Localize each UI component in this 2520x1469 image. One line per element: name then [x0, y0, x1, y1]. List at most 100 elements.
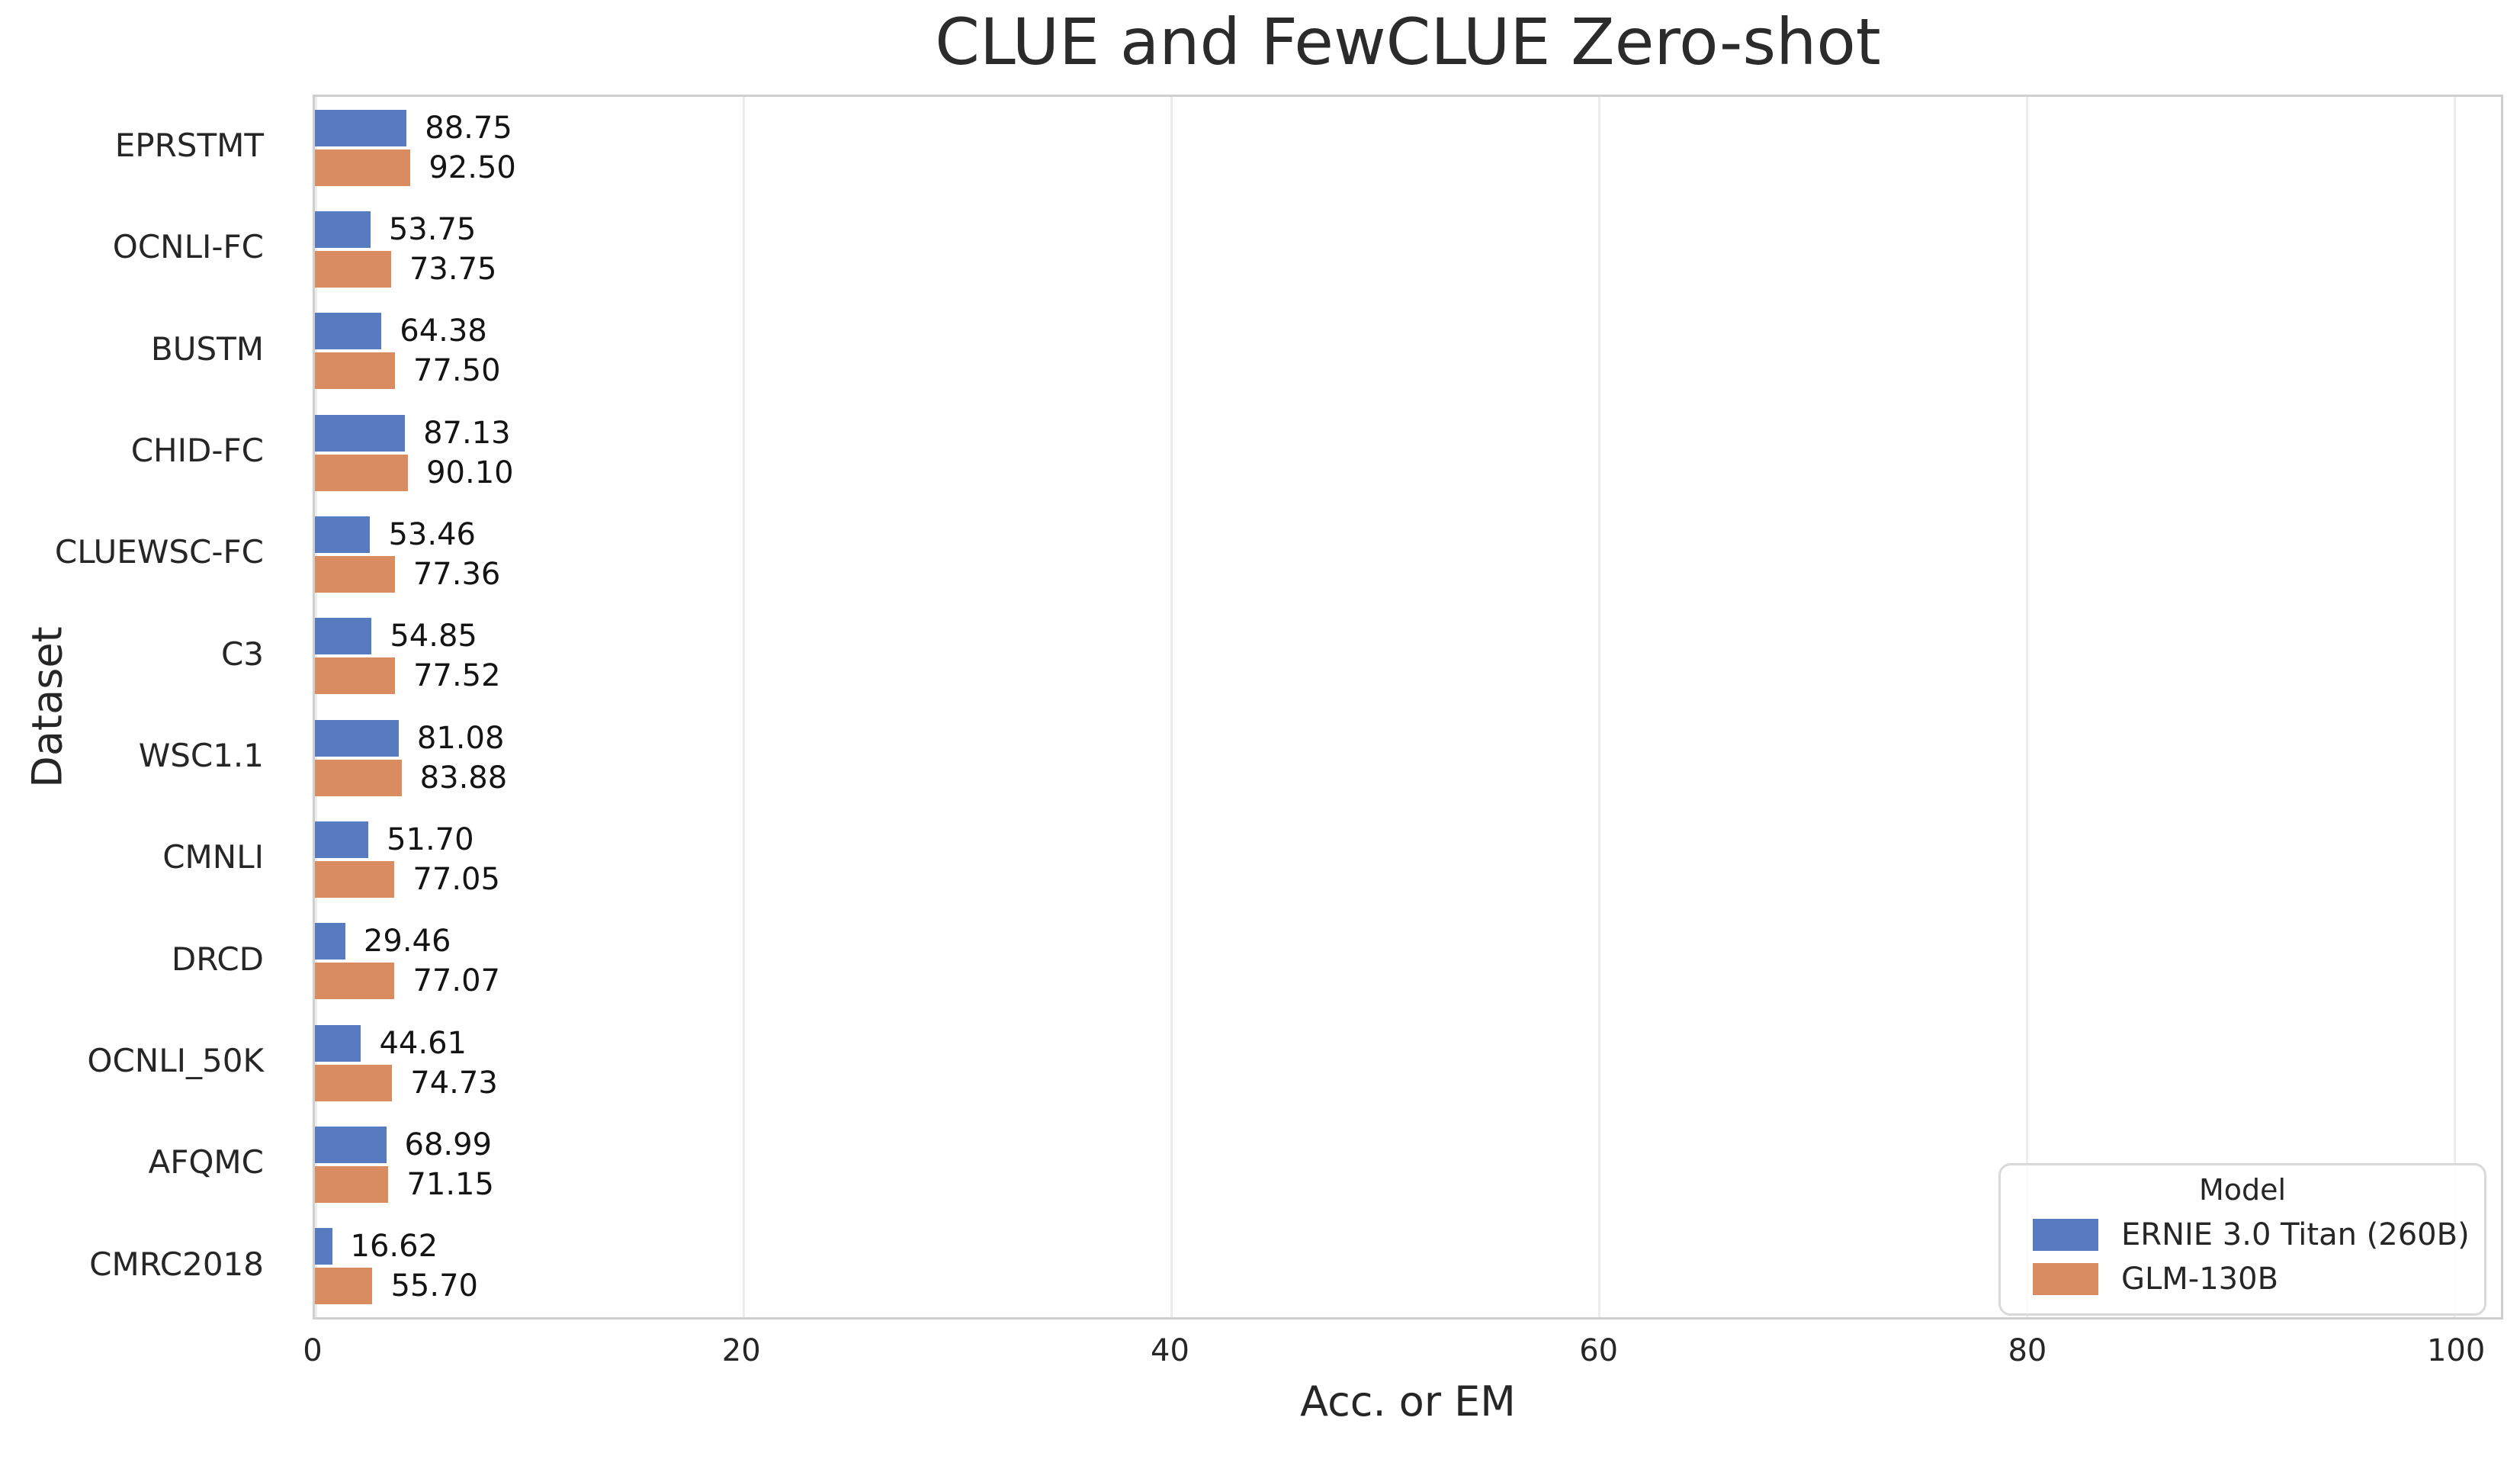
bar-row-afqmc-glm: 71.15	[315, 1166, 494, 1203]
bar-cluewsc-fc-glm	[315, 556, 395, 593]
bar-row-cmnli-ernie: 51.70	[315, 821, 474, 858]
bar-bustm-glm	[315, 352, 396, 390]
bar-row-wsc1.1-glm: 83.88	[315, 759, 507, 796]
x-tick-label-0: 0	[303, 1333, 323, 1368]
bar-row-chid-fc-glm: 90.10	[315, 454, 514, 491]
bar-row-cmrc2018-ernie: 16.62	[315, 1228, 438, 1265]
bar-row-cmnli-glm: 77.05	[315, 861, 500, 898]
bar-row-chid-fc-ernie: 87.13	[315, 414, 511, 452]
bar-value-label: 29.46	[363, 924, 451, 960]
y-tick-label-ocnli_50k: OCNLI_50K	[87, 1042, 264, 1080]
bar-row-ocnli_50k-ernie: 44.61	[315, 1024, 467, 1062]
y-tick-label-afqmc: AFQMC	[148, 1143, 264, 1181]
legend-swatch-glm	[2033, 1263, 2098, 1295]
bar-value-label: 53.46	[388, 517, 476, 552]
legend-items: ERNIE 3.0 Titan (260B) GLM-130B	[2001, 1213, 2484, 1301]
x-tick-label-40: 40	[1151, 1333, 1189, 1368]
bar-ocnli-fc-glm	[315, 251, 391, 288]
bar-cluewsc-fc-ernie	[315, 516, 371, 553]
y-tick-label-cmrc2018: CMRC2018	[89, 1245, 264, 1283]
bar-wsc1.1-ernie	[315, 719, 399, 757]
bar-value-label: 71.15	[406, 1167, 494, 1202]
x-tick-label-60: 60	[1579, 1333, 1619, 1368]
gridline-x-60	[1598, 97, 1601, 1317]
bar-value-label: 44.61	[379, 1025, 467, 1061]
bar-value-label: 53.75	[388, 212, 477, 247]
bar-cmrc2018-glm	[315, 1268, 373, 1305]
gridline-x-20	[743, 97, 746, 1317]
bar-value-label: 51.70	[387, 822, 474, 857]
bar-value-label: 16.62	[350, 1229, 438, 1265]
plot-area: Model ERNIE 3.0 Titan (260B) GLM-130B 88.…	[313, 95, 2503, 1320]
bar-value-label: 74.73	[410, 1065, 498, 1101]
gridline-x-40	[1170, 97, 1173, 1317]
legend-item-label: ERNIE 3.0 Titan (260B)	[2121, 1217, 2470, 1252]
bar-row-ocnli-fc-ernie: 53.75	[315, 211, 476, 248]
bar-row-drcd-ernie: 29.46	[315, 923, 451, 960]
bar-c3-glm	[315, 657, 396, 695]
bar-eprstmt-glm	[315, 149, 411, 186]
bar-row-eprstmt-glm: 92.50	[315, 149, 516, 186]
bar-value-label: 77.07	[413, 963, 500, 999]
legend-title: Model	[2198, 1173, 2287, 1207]
gridline-x-100	[2454, 97, 2457, 1317]
y-tick-label-cmnli: CMNLI	[162, 838, 264, 876]
bar-row-bustm-ernie: 64.38	[315, 313, 487, 350]
bar-cmrc2018-ernie	[315, 1228, 332, 1265]
legend-item-glm: GLM-130B	[2001, 1257, 2484, 1301]
bar-value-label: 54.85	[390, 619, 477, 654]
bar-drcd-glm	[315, 963, 395, 1000]
x-tick-label-20: 20	[721, 1333, 761, 1368]
bar-ocnli_50k-ernie	[315, 1024, 361, 1062]
bar-row-cmrc2018-glm: 55.70	[315, 1268, 478, 1305]
bar-ocnli-fc-ernie	[315, 211, 371, 248]
legend-item-label: GLM-130B	[2121, 1262, 2279, 1297]
bar-row-wsc1.1-ernie: 81.08	[315, 719, 504, 757]
bar-cmnli-ernie	[315, 821, 369, 858]
bar-row-drcd-glm: 77.07	[315, 963, 500, 1000]
bar-value-label: 87.13	[423, 415, 511, 451]
x-axis-tick-labels: 0 20 40 60 80 100	[303, 1333, 2503, 1373]
bar-value-label: 88.75	[425, 110, 512, 146]
bar-ocnli_50k-glm	[315, 1064, 393, 1101]
bar-value-label: 81.08	[416, 720, 505, 756]
bar-value-label: 77.36	[413, 557, 501, 592]
bar-row-ocnli-fc-glm: 73.75	[315, 251, 496, 288]
bar-value-label: 83.88	[419, 760, 508, 796]
bar-value-label: 68.99	[404, 1127, 493, 1162]
y-tick-label-ocnli-fc: OCNLI-FC	[112, 228, 264, 266]
bar-drcd-ernie	[315, 923, 345, 960]
bar-row-ocnli_50k-glm: 74.73	[315, 1064, 498, 1101]
bar-value-label: 55.70	[390, 1268, 478, 1304]
bar-eprstmt-ernie	[315, 109, 407, 146]
bar-value-label: 77.05	[413, 862, 500, 897]
y-tick-label-bustm: BUSTM	[150, 329, 264, 368]
bar-wsc1.1-glm	[315, 759, 402, 796]
y-tick-label-chid-fc: CHID-FC	[130, 432, 264, 470]
bar-value-label: 77.50	[413, 353, 501, 389]
bar-row-afqmc-ernie: 68.99	[315, 1127, 492, 1163]
bar-value-label: 64.38	[400, 313, 487, 349]
x-tick-label-100: 100	[2426, 1333, 2486, 1368]
y-axis-tick-labels: EPRSTMT OCNLI-FC BUSTM CHID-FC CLUEWSC-FC C3 W…	[0, 95, 288, 1320]
chart-title: CLUE and FewCLUE Zero-shot	[935, 5, 1881, 79]
gridline-x-0	[315, 97, 317, 1317]
bar-cmnli-glm	[315, 861, 395, 898]
y-tick-label-c3: C3	[220, 635, 264, 673]
y-tick-label-wsc1.1: WSC1.1	[138, 737, 264, 775]
bar-value-label: 77.52	[413, 658, 501, 694]
bar-afqmc-glm	[315, 1166, 389, 1203]
y-tick-label-drcd: DRCD	[171, 940, 264, 978]
bar-bustm-ernie	[315, 313, 382, 350]
x-tick-label-80: 80	[2008, 1333, 2047, 1368]
gridline-x-80	[2026, 97, 2029, 1317]
bar-value-label: 73.75	[409, 252, 497, 287]
bar-row-eprstmt-ernie: 88.75	[315, 109, 512, 146]
legend-item-ernie: ERNIE 3.0 Titan (260B)	[2001, 1213, 2484, 1257]
bar-row-bustm-glm: 77.50	[315, 352, 501, 390]
bar-row-cluewsc-fc-glm: 77.36	[315, 556, 500, 593]
legend-swatch-ernie	[2033, 1219, 2098, 1251]
y-tick-label-eprstmt: EPRSTMT	[114, 127, 264, 165]
x-axis-title: Acc. or EM	[1300, 1377, 1516, 1426]
